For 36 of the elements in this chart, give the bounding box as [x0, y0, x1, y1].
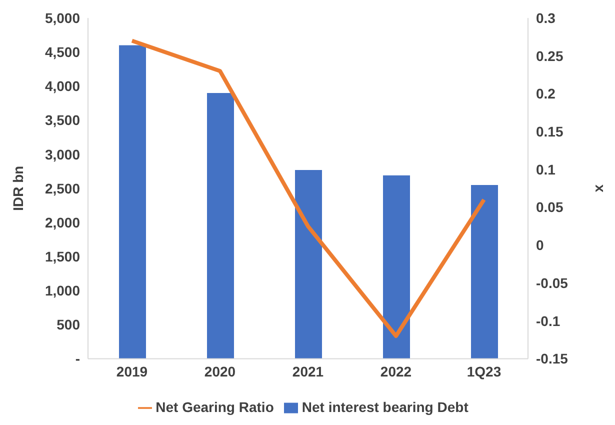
y-tick-label: 3,000 — [44, 146, 80, 162]
y2-tick-label: 0.05 — [536, 199, 564, 216]
y-tick-label: 2,000 — [44, 214, 80, 230]
legend-label: Net Gearing Ratio — [156, 398, 274, 415]
y-axis-title: IDR bn — [10, 166, 26, 211]
x-tick-label: 2020 — [204, 364, 236, 380]
bar — [471, 184, 498, 359]
y2-axis-title: x — [590, 184, 606, 192]
y2-tick-label: -0.15 — [536, 350, 568, 367]
bar — [383, 175, 410, 359]
y2-tick-label: 0.25 — [536, 48, 564, 64]
y2-tick-label: 0.3 — [536, 10, 556, 26]
y-tick-label: - — [75, 350, 80, 367]
y-tick-label: 1,500 — [44, 248, 80, 264]
y-tick-label: 4,500 — [44, 44, 80, 60]
y-tick-label: 5,000 — [44, 10, 80, 26]
y-tick-label: 4,000 — [44, 78, 80, 94]
legend-label: Net interest bearing Debt — [302, 398, 468, 415]
y2-tick-label: 0 — [536, 237, 544, 254]
x-tick-label: 2019 — [116, 364, 148, 380]
x-tick-label: 2022 — [380, 364, 412, 380]
y-tick-label: 2,500 — [44, 180, 80, 196]
bar — [295, 170, 322, 359]
y-tick-label: 3,500 — [44, 112, 80, 128]
y2-tick-label: 0.1 — [536, 161, 556, 178]
bar — [207, 92, 234, 359]
y2-tick-label: -0.05 — [536, 274, 568, 291]
y2-tick-label: -0.1 — [536, 312, 560, 329]
x-tick-label: 1Q23 — [466, 364, 502, 380]
x-tick-label: 2021 — [292, 364, 324, 380]
y2-tick-label: 0.15 — [536, 124, 564, 140]
line-series — [130, 38, 486, 338]
y2-tick-label: 0.2 — [536, 86, 556, 102]
y-tick-label: 500 — [56, 316, 80, 333]
bar — [119, 45, 146, 359]
y-tick-label: 1,000 — [44, 282, 80, 299]
